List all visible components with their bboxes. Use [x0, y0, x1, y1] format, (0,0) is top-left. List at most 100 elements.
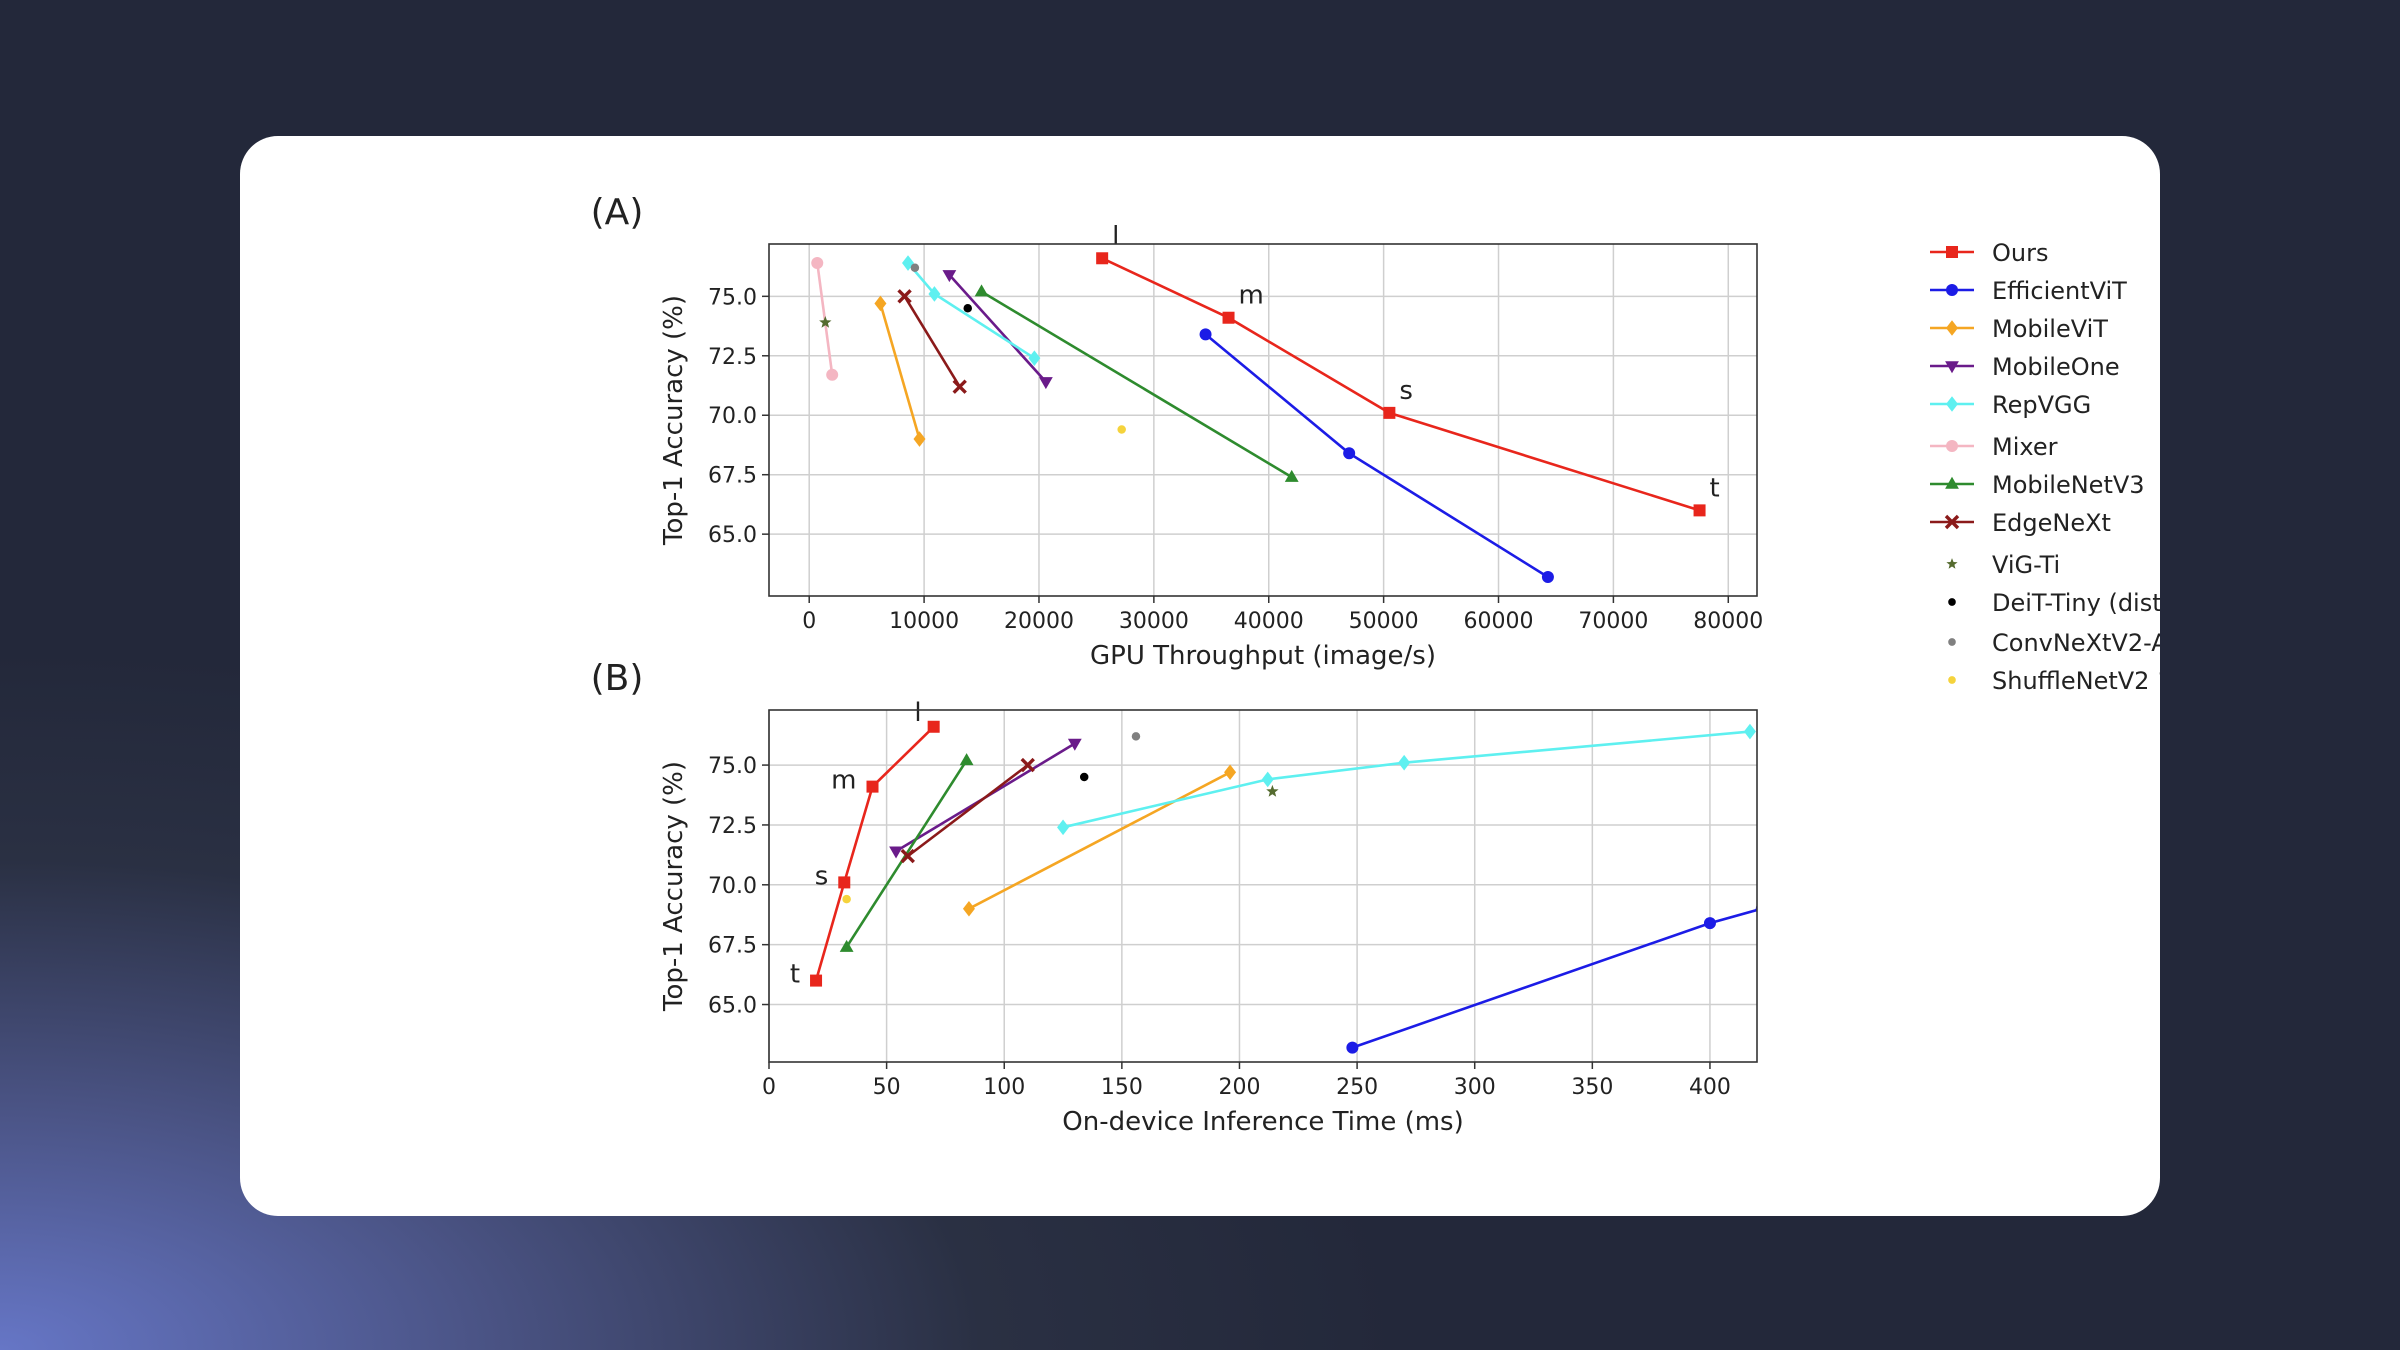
data-point-mobilenetv3 — [959, 753, 974, 766]
figure-card: l m s t 0 10000 20000 30000 40000 50000 60000 70000… — [240, 136, 2160, 1216]
data-point-mobilenetv3 — [839, 939, 854, 952]
data-point-ours — [927, 720, 940, 733]
data-point-deit-tiny-distilled — [1079, 772, 1089, 782]
series-mobilevit — [962, 764, 1237, 917]
series-deit-tiny-distilled — [963, 303, 972, 313]
legend-label: ConvNeXtV2-Atto — [1992, 629, 2160, 657]
x-tick-label: 400 — [1689, 1075, 1731, 1100]
legend-label: MobileNetV3 — [1992, 471, 2145, 499]
series-convnextv2-atto — [1131, 732, 1141, 741]
x-tick-label: 70000 — [1578, 609, 1648, 634]
legend-label: DeiT-Tiny (distilled) — [1992, 589, 2160, 617]
legend-marker — [1946, 558, 1958, 569]
data-point-mobileone — [1038, 377, 1053, 390]
data-point-repvgg — [1057, 819, 1070, 836]
data-point-edgenext — [952, 379, 967, 394]
legend: Ours EfficientViT MobileViT MobileOne RepVGG… — [1930, 239, 2160, 695]
legend-label: MobileViT — [1992, 315, 2108, 343]
axes-frame — [768, 243, 1758, 597]
data-point-repvgg — [1261, 771, 1274, 788]
series-convnextv2-atto — [910, 263, 920, 273]
series-mobilenetv3 — [974, 284, 1299, 482]
panel-a: l m s t 0 10000 20000 30000 40000 50000 60000 70000… — [591, 192, 1764, 671]
data-point-mixer — [811, 257, 824, 270]
legend-label: EdgeNeXt — [1992, 509, 2111, 537]
data-point-mobileone — [1067, 738, 1082, 751]
series-line-mobilevit — [968, 771, 1231, 910]
y-tick-label: 75.0 — [708, 285, 757, 310]
legend-item-deit-tiny-distilled: DeiT-Tiny (distilled) — [1948, 589, 2160, 617]
y-tick-label: 67.5 — [708, 934, 757, 959]
data-point-ours — [1222, 311, 1235, 324]
data-point-repvgg — [1398, 754, 1411, 771]
legend-item-edgenext: EdgeNeXt — [1930, 509, 2111, 537]
series-line-ours — [814, 725, 935, 981]
x-tick-label: 300 — [1454, 1075, 1496, 1100]
legend-item-mixer: Mixer — [1930, 433, 2058, 461]
series-mobileone — [942, 270, 1053, 390]
data-point-mobilevit — [962, 900, 975, 917]
series-edgenext — [897, 289, 967, 394]
data-point-mixer — [826, 368, 839, 381]
x-tick-label: 250 — [1336, 1075, 1378, 1100]
series-edgenext — [900, 757, 1035, 864]
legend-item-convnextv2-atto: ConvNeXtV2-Atto — [1948, 629, 2160, 657]
legend-label: RepVGG — [1992, 391, 2091, 419]
plot-area — [810, 720, 1757, 1054]
legend-marker — [1945, 476, 1959, 489]
data-point-ours — [1096, 252, 1109, 265]
legend-marker — [1944, 514, 1960, 530]
legend-item-ours: Ours — [1930, 239, 2048, 267]
legend-item-mobilenetv3: MobileNetV3 — [1930, 471, 2145, 499]
data-point-efficientvit — [1703, 917, 1716, 930]
legend-marker — [1946, 440, 1958, 452]
data-point-vig-ti — [1266, 784, 1279, 797]
series-shufflenetv2-1-0x — [842, 894, 851, 904]
x-tick-label: 10000 — [889, 609, 959, 634]
data-point-repvgg — [928, 286, 941, 302]
data-point-edgenext — [1020, 757, 1035, 773]
data-point-shufflenetv2-1-0x — [1117, 425, 1126, 434]
data-point-vig-ti — [819, 316, 832, 328]
panel-b: t s m l 0 50 100 150 200 250 300 350 400 65.0 67.5 70.0… — [591, 658, 1758, 1137]
series-ours — [1096, 252, 1706, 517]
data-point-deit-tiny-distilled — [963, 303, 972, 313]
legend-item-mobileone: MobileOne — [1930, 353, 2120, 381]
legend-marker — [1948, 598, 1956, 606]
legend-marker — [1946, 320, 1958, 336]
panel-label: (A) — [591, 192, 644, 233]
y-tick-label: 75.0 — [708, 754, 757, 779]
data-point-mobilenetv3 — [974, 284, 989, 297]
axes-frame — [768, 709, 1758, 1063]
legend-label: ViG-Ti — [1992, 551, 2060, 579]
data-point-efficientvit — [1346, 1041, 1359, 1054]
series-repvgg — [1057, 723, 1756, 836]
data-point-mobileone — [942, 270, 957, 283]
x-tick-label: 60000 — [1464, 609, 1534, 634]
data-point-convnextv2-atto — [1131, 732, 1141, 741]
y-tick-label: 70.0 — [708, 874, 757, 899]
x-tick-label: 50 — [873, 1075, 901, 1100]
legend-item-shufflenetv2-1-0x: ShuffleNetV2 1.0x — [1948, 667, 2160, 695]
data-point-mobileone — [889, 846, 903, 859]
series-line-ours — [1101, 257, 1700, 512]
y-tick-label: 65.0 — [708, 994, 757, 1019]
legend-item-efficientvit: EfficientViT — [1930, 277, 2127, 305]
data-point-efficientvit — [1343, 447, 1356, 460]
y-tick-label: 72.5 — [708, 814, 757, 839]
series-deit-tiny-distilled — [1079, 772, 1089, 782]
point-label: t — [790, 960, 800, 990]
plot-area — [811, 252, 1706, 583]
legend-label: MobileOne — [1992, 353, 2120, 381]
y-axis-label: Top-1 Accuracy (%) — [659, 295, 689, 546]
legend-item-vig-ti: ViG-Ti — [1946, 551, 2060, 579]
x-tick-label: 350 — [1571, 1075, 1613, 1100]
series-ours — [810, 720, 940, 987]
legend-marker — [1946, 284, 1958, 296]
series-vig-ti — [1266, 784, 1279, 797]
data-point-shufflenetv2-1-0x — [842, 894, 851, 904]
series-line-edgenext — [903, 295, 961, 388]
series-vig-ti — [819, 316, 832, 328]
data-point-efficientvit — [1541, 570, 1554, 583]
legend-label: EfficientViT — [1992, 277, 2127, 305]
